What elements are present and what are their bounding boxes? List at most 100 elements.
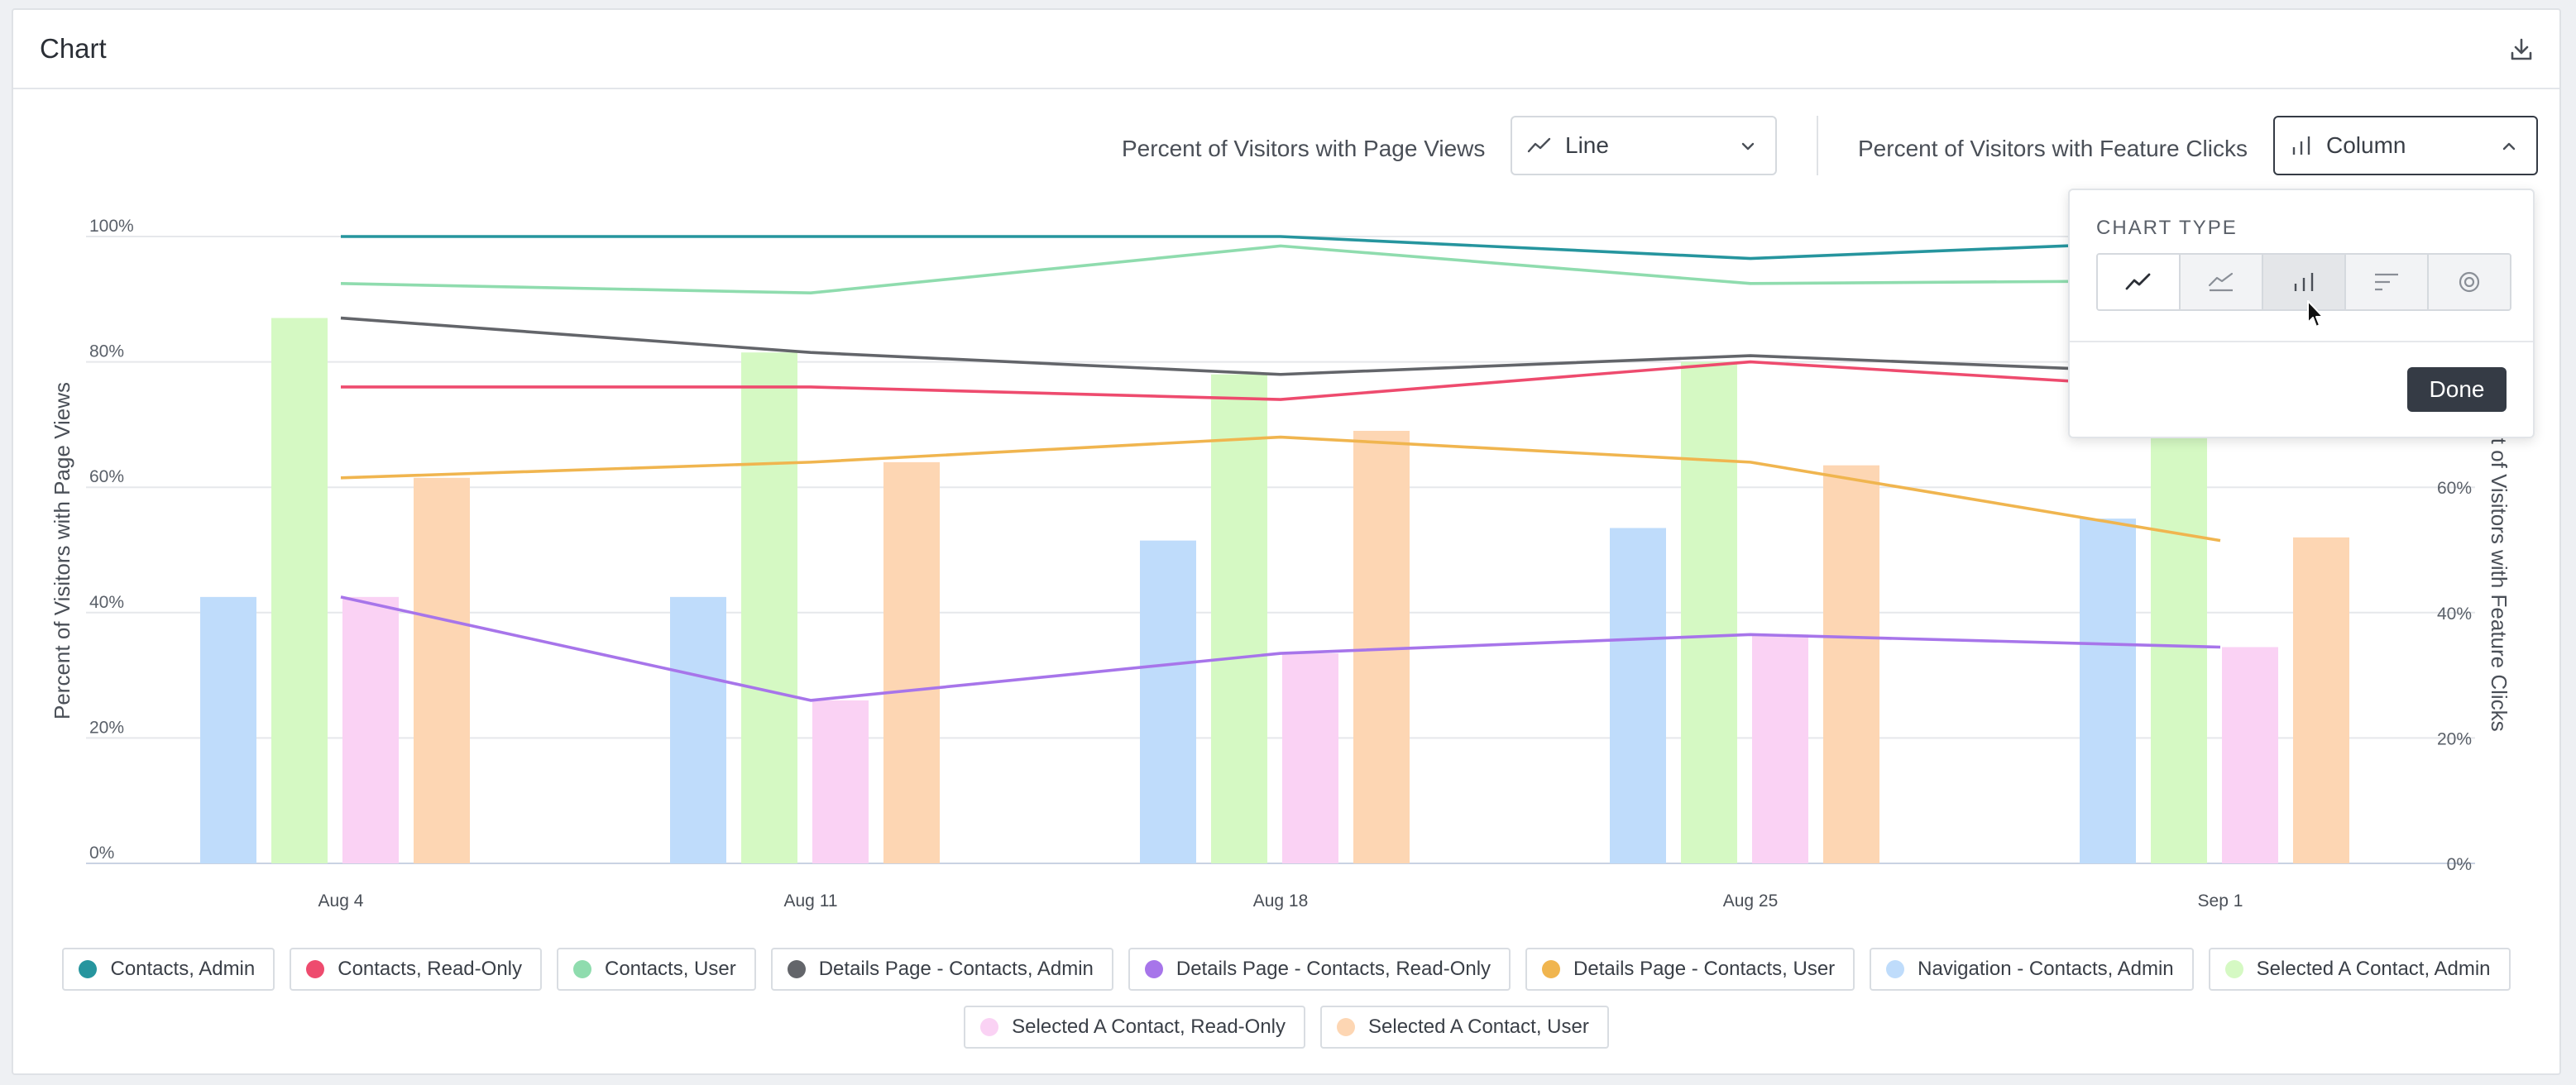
column-bar	[883, 461, 940, 863]
legend-swatch	[1337, 1018, 1356, 1036]
line-chart-icon	[1527, 137, 1551, 153]
column-bar	[2080, 519, 2136, 863]
column-bar	[2222, 647, 2278, 863]
chart-type-bar-button[interactable]	[2346, 255, 2429, 309]
legend-item[interactable]: Contacts, Admin	[62, 948, 275, 991]
legend-label: Details Page - Contacts, Admin	[818, 958, 1094, 980]
legend-swatch	[1886, 960, 1905, 978]
mouse-cursor-icon	[2307, 300, 2324, 327]
chevron-down-icon	[1741, 142, 1755, 151]
legend-item[interactable]: Details Page - Contacts, User	[1525, 948, 1855, 991]
legend-swatch	[2224, 960, 2243, 978]
left-chart-type-select[interactable]: Line	[1511, 116, 1777, 175]
chart-type-area-button[interactable]	[2181, 255, 2263, 309]
x-tick-label: Sep 1	[2198, 891, 2243, 911]
download-icon	[2511, 38, 2532, 60]
column-series	[200, 318, 2349, 864]
chart-type-pie-button[interactable]	[2429, 255, 2510, 309]
column-bar	[1610, 528, 1666, 863]
line-series-path	[341, 235, 2221, 260]
toolbar-divider	[1817, 116, 1818, 175]
right-chart-type-select[interactable]: Column	[2273, 116, 2538, 175]
combo-chart: 0%0%20%20%40%40%60%60%80%80%100%100%Aug …	[50, 217, 2511, 911]
column-bar	[1681, 361, 1737, 864]
bar-chart-icon	[2375, 273, 2398, 291]
line-series-path	[341, 360, 2221, 401]
column-chart-icon	[2292, 136, 2310, 155]
popover-title: CHART TYPE	[2096, 217, 2238, 239]
x-tick-label: Aug 11	[784, 891, 838, 911]
legend: Contacts, Admin Contacts, Read-Only Contac…	[12, 948, 2561, 991]
left-axis-select-label: Percent of Visitors with Page Views	[1122, 136, 1486, 161]
y-tick-label-left: 40%	[89, 593, 124, 612]
card-header: Chart	[13, 10, 2559, 89]
column-bar	[812, 700, 869, 863]
legend-item[interactable]: Contacts, Read-Only	[290, 948, 542, 991]
legend-swatch	[573, 960, 591, 978]
legend-label: Contacts, Admin	[110, 958, 256, 980]
legend-item[interactable]: Contacts, User	[557, 948, 756, 991]
x-tick-label: Aug 25	[1723, 891, 1779, 911]
x-tick-label: Aug 4	[318, 891, 364, 911]
legend-swatch	[787, 960, 806, 978]
left-select-value: Line	[1565, 132, 1609, 158]
legend-swatch	[306, 960, 325, 978]
legend-swatch	[1144, 960, 1163, 978]
legend-item[interactable]: Selected A Contact, User	[1320, 1006, 1609, 1049]
done-button[interactable]: Done	[2407, 367, 2507, 412]
legend-swatch	[79, 960, 98, 978]
line-series-path	[340, 595, 2221, 702]
column-bar	[200, 596, 256, 863]
column-bar	[1823, 465, 1879, 863]
legend-swatch	[1542, 960, 1561, 978]
legend-item[interactable]: Navigation - Contacts, Admin	[1870, 948, 2194, 991]
right-axis-select-label: Percent of Visitors with Feature Clicks	[1858, 136, 2248, 161]
column-bar	[271, 318, 328, 863]
chart-type-line-button[interactable]	[2098, 255, 2181, 309]
y-tick-label-right: 60%	[2437, 479, 2472, 498]
legend-swatch	[980, 1018, 999, 1036]
pie-chart-icon	[2459, 271, 2480, 293]
column-bar	[1752, 634, 1808, 863]
y-tick-label-left: 20%	[89, 718, 124, 737]
legend-label: Contacts, User	[605, 958, 736, 980]
popover-divider	[2070, 341, 2533, 342]
x-tick-label: Aug 18	[1253, 891, 1309, 911]
legend-item[interactable]: Selected A Contact, Read-Only	[964, 1006, 1306, 1049]
column-bar	[670, 596, 726, 863]
column-bar	[1211, 374, 1267, 863]
y-tick-label-right: 0%	[2447, 855, 2472, 874]
download-button[interactable]	[2500, 28, 2543, 71]
y-tick-label-right: 20%	[2437, 729, 2472, 748]
legend-label: Details Page - Contacts, User	[1573, 958, 1836, 980]
legend-item[interactable]: Details Page - Contacts, Read-Only	[1128, 948, 1511, 991]
column-bar	[741, 352, 797, 864]
legend-item[interactable]: Details Page - Contacts, Admin	[770, 948, 1113, 991]
y-tick-label-right: 40%	[2437, 605, 2472, 624]
legend-label: Selected A Contact, Read-Only	[1012, 1016, 1286, 1038]
chart-type-column-button[interactable]	[2263, 255, 2346, 309]
column-bar	[342, 596, 399, 863]
legend-label: Details Page - Contacts, Read-Only	[1175, 958, 1491, 980]
line-series	[340, 235, 2221, 702]
line-series-path	[340, 244, 2221, 295]
column-bar	[1282, 653, 1338, 863]
y-tick-label-left: 0%	[89, 844, 114, 863]
legend-label: Navigation - Contacts, Admin	[1918, 958, 2174, 980]
line-series-path	[340, 316, 2221, 376]
y-axis-title-left: Percent of Visitors with Page Views	[50, 382, 74, 719]
line-series-path	[340, 435, 2221, 542]
legend-item[interactable]: Selected A Contact, Admin	[2208, 948, 2511, 991]
area-chart-icon	[2208, 272, 2234, 292]
page-title: Chart	[40, 33, 107, 64]
column-chart-icon	[2294, 273, 2314, 291]
chevron-up-icon	[2502, 142, 2516, 151]
legend-label: Contacts, Read-Only	[338, 958, 522, 980]
y-tick-label-left: 100%	[89, 217, 134, 236]
chart-type-popover: CHART TYPE	[2068, 189, 2535, 438]
column-bar	[2293, 537, 2349, 863]
legend-label: Selected A Contact, User	[1368, 1016, 1589, 1038]
line-chart-icon	[2125, 273, 2151, 290]
legend-row-2: Selected A Contact, Read-Only Selected A …	[12, 1006, 2561, 1049]
legend-label: Selected A Contact, Admin	[2256, 958, 2491, 980]
